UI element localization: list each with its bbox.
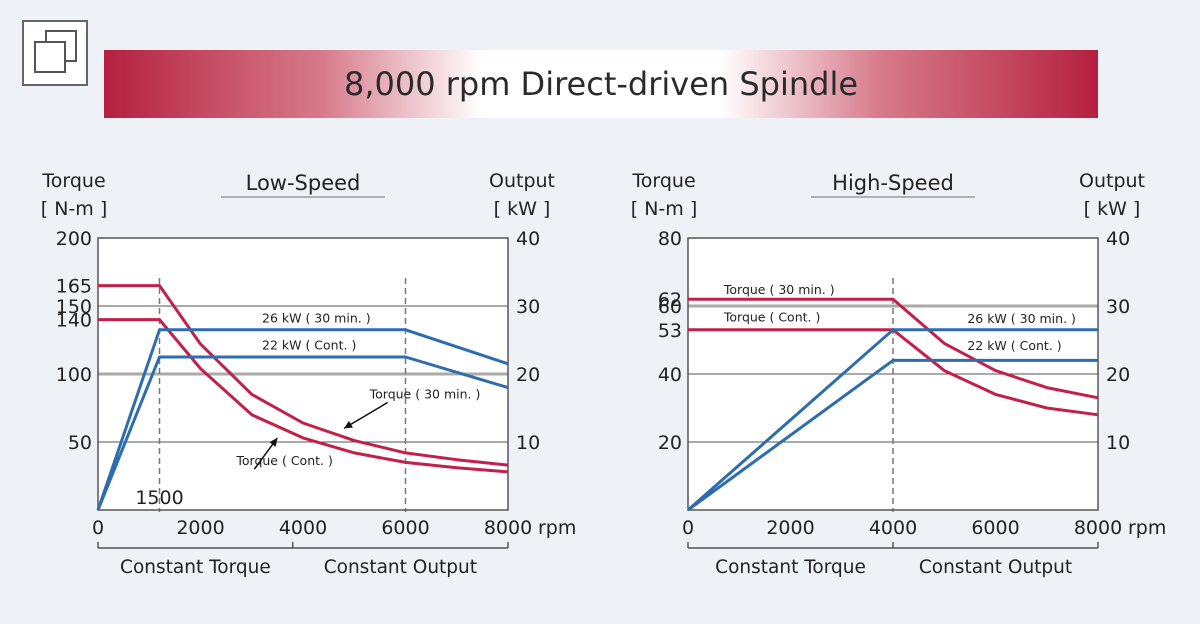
series-annotation: Torque ( 30 min. ) <box>369 386 481 401</box>
x-tick-label: 6000 <box>971 517 1019 539</box>
x-tick-label: 2000 <box>766 517 814 539</box>
series-line-26-kw-30-min <box>96 328 509 511</box>
chart-title: High-Speed <box>832 171 954 195</box>
right-tick-label: 20 <box>1106 364 1130 386</box>
zone-label: Constant Torque <box>120 557 271 578</box>
right-tick-label: 30 <box>516 296 540 318</box>
right-axis-title: [ kW ] <box>1084 198 1141 220</box>
chart-title: Low-Speed <box>246 171 361 195</box>
series-annotation: 22 kW ( Cont. ) <box>967 338 1061 353</box>
left-axis-title: [ N-m ] <box>631 198 697 220</box>
series-line-torque-cont <box>688 328 1099 417</box>
right-axis-title: Output <box>1079 170 1145 192</box>
series-annotation: Torque ( Cont. ) <box>235 453 332 468</box>
x-tick-label: 8000 <box>484 517 532 539</box>
left-tick-label: 60 <box>658 296 682 318</box>
right-tick-label: 10 <box>516 432 540 454</box>
series-line-22-kw-cont <box>96 355 509 511</box>
left-tick-label: 62 <box>658 289 682 311</box>
left-tick-label: 20 <box>658 432 682 454</box>
left-tick-label: 200 <box>56 228 92 250</box>
right-tick-label: 40 <box>516 228 540 250</box>
annotation-arrowhead <box>269 437 278 447</box>
x-tick-label: 8000 <box>1074 517 1122 539</box>
left-tick-label: 80 <box>658 228 682 250</box>
x-tick-label: 2000 <box>176 517 224 539</box>
speed-marker-label: 1500 <box>135 487 183 509</box>
series-annotation: 26 kW ( 30 min. ) <box>967 311 1076 326</box>
page-title: 8,000 rpm Direct-driven Spindle <box>343 65 859 103</box>
x-tick-label: 4000 <box>869 517 917 539</box>
left-tick-label: 40 <box>658 364 682 386</box>
right-tick-label: 20 <box>516 364 540 386</box>
series-line-26-kw-30-min <box>687 328 1098 512</box>
plot-frame <box>687 237 1099 511</box>
series-annotation: Torque ( Cont. ) <box>723 309 820 324</box>
right-tick-label: 10 <box>1106 432 1130 454</box>
left-axis-title: Torque <box>41 170 105 192</box>
right-axis-title: Output <box>489 170 555 192</box>
right-axis-title: [ kW ] <box>494 198 551 220</box>
plot-frame <box>97 237 509 511</box>
left-axis-title: Torque <box>631 170 695 192</box>
annotation-arrowhead <box>344 420 353 429</box>
series-line-torque-cont <box>98 318 509 474</box>
series-line-torque-30-min <box>688 297 1099 400</box>
copy-icon <box>22 20 88 86</box>
left-tick-label: 165 <box>56 276 92 298</box>
zone-label: Constant Output <box>324 557 477 578</box>
title-banner: 8,000 rpm Direct-driven Spindle <box>104 50 1098 118</box>
x-tick-label: 6000 <box>381 517 429 539</box>
left-tick-label: 150 <box>56 296 92 318</box>
x-tick-label: 0 <box>92 517 104 539</box>
series-annotation: 22 kW ( Cont. ) <box>262 338 356 353</box>
series-line-22-kw-cont <box>687 358 1098 512</box>
left-tick-label: 140 <box>56 310 92 332</box>
x-unit-label: rpm <box>1128 517 1166 539</box>
series-annotation: 26 kW ( 30 min. ) <box>262 310 371 325</box>
left-tick-label: 50 <box>68 432 92 454</box>
left-axis-title: [ N-m ] <box>41 198 107 220</box>
annotation-arrow <box>343 401 389 430</box>
right-tick-label: 30 <box>1106 296 1130 318</box>
left-tick-label: 100 <box>56 364 92 386</box>
zone-label: Constant Output <box>919 557 1072 578</box>
series-line-torque-30-min <box>98 284 509 467</box>
zone-label: Constant Torque <box>715 557 866 578</box>
x-tick-label: 4000 <box>279 517 327 539</box>
right-tick-label: 40 <box>1106 228 1130 250</box>
x-tick-label: 0 <box>682 517 694 539</box>
left-tick-label: 53 <box>658 320 682 342</box>
x-unit-label: rpm <box>538 517 576 539</box>
series-annotation: Torque ( 30 min. ) <box>723 282 835 297</box>
